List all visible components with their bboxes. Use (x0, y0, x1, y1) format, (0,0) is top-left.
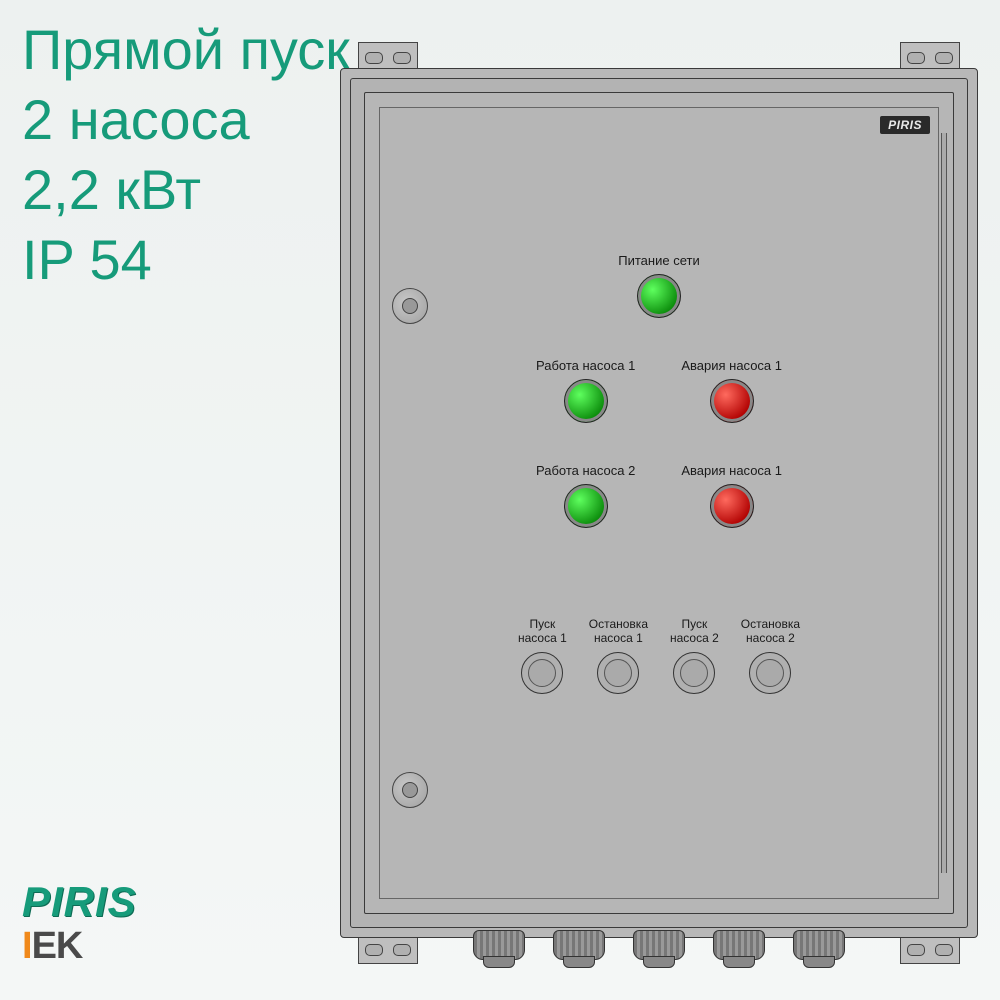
cable-glands (473, 930, 845, 960)
button-start-pump2[interactable]: Пускнасоса 2 (670, 618, 719, 694)
iek-ek-letters: EK (32, 925, 83, 967)
cable-gland-icon (793, 930, 845, 960)
button-stop-pump1[interactable]: Остановканасоса 1 (589, 618, 648, 694)
pushbutton-icon (749, 652, 791, 694)
row-buttons: Пускнасоса 1 Остановканасоса 1 (420, 618, 898, 694)
brand-plate: PIRIS (880, 116, 930, 134)
enclosure-panel: PIRIS Питание сети Работа насоса 1 (379, 107, 939, 899)
row-pump2: Работа насоса 2 Авария насоса 1 (420, 463, 898, 528)
mount-bracket-icon (900, 934, 960, 964)
hinge-icon (941, 133, 947, 873)
indicator-pump1-run: Работа насоса 1 (536, 358, 635, 423)
control-enclosure: PIRIS Питание сети Работа насоса 1 (340, 68, 978, 938)
indicator-label: Работа насоса 1 (536, 358, 635, 373)
indicator-pump2-fault: Авария насоса 1 (681, 463, 782, 528)
button-label: Пускнасоса 2 (670, 618, 719, 646)
led-green-icon (564, 484, 608, 528)
button-stop-pump2[interactable]: Остановканасоса 2 (741, 618, 800, 694)
logo-iek: IEK (22, 927, 137, 965)
indicator-label: Авария насоса 1 (681, 358, 782, 373)
row-pump1: Работа насоса 1 Авария насоса 1 (420, 358, 898, 423)
button-label: Остановканасоса 2 (741, 618, 800, 646)
spec-overlay: Прямой пуск 2 насоса 2,2 кВт IP 54 (22, 15, 350, 295)
cable-gland-icon (553, 930, 605, 960)
spec-line-3: 2,2 кВт (22, 155, 350, 225)
spec-line-1: Прямой пуск (22, 15, 350, 85)
mount-bracket-icon (358, 934, 418, 964)
row-power: Питание сети (420, 253, 898, 318)
button-start-pump1[interactable]: Пускнасоса 1 (518, 618, 567, 694)
led-green-icon (637, 274, 681, 318)
enclosure-door: PIRIS Питание сети Работа насоса 1 (364, 92, 954, 914)
iek-i-letter: I (22, 925, 32, 967)
logos: PIRIS IEK (22, 881, 137, 965)
led-red-icon (710, 484, 754, 528)
button-group-pump1: Пускнасоса 1 Остановканасоса 1 (518, 618, 648, 694)
indicator-label: Работа насоса 2 (536, 463, 635, 478)
cable-gland-icon (633, 930, 685, 960)
indicator-power: Питание сети (618, 253, 699, 318)
spec-line-2: 2 насоса (22, 85, 350, 155)
button-label: Остановканасоса 1 (589, 618, 648, 646)
led-red-icon (710, 379, 754, 423)
cable-gland-icon (473, 930, 525, 960)
cable-gland-icon (713, 930, 765, 960)
pushbutton-icon (521, 652, 563, 694)
button-group-pump2: Пускнасоса 2 Остановканасоса 2 (670, 618, 800, 694)
indicator-pump1-fault: Авария насоса 1 (681, 358, 782, 423)
button-label: Пускнасоса 1 (518, 618, 567, 646)
led-green-icon (564, 379, 608, 423)
panel-area: Питание сети Работа насоса 1 Авария насо… (420, 148, 898, 858)
indicator-label: Питание сети (618, 253, 699, 268)
indicator-label: Авария насоса 1 (681, 463, 782, 478)
logo-piris: PIRIS (22, 881, 137, 923)
indicator-pump2-run: Работа насоса 2 (536, 463, 635, 528)
pushbutton-icon (597, 652, 639, 694)
spec-line-4: IP 54 (22, 225, 350, 295)
pushbutton-icon (673, 652, 715, 694)
